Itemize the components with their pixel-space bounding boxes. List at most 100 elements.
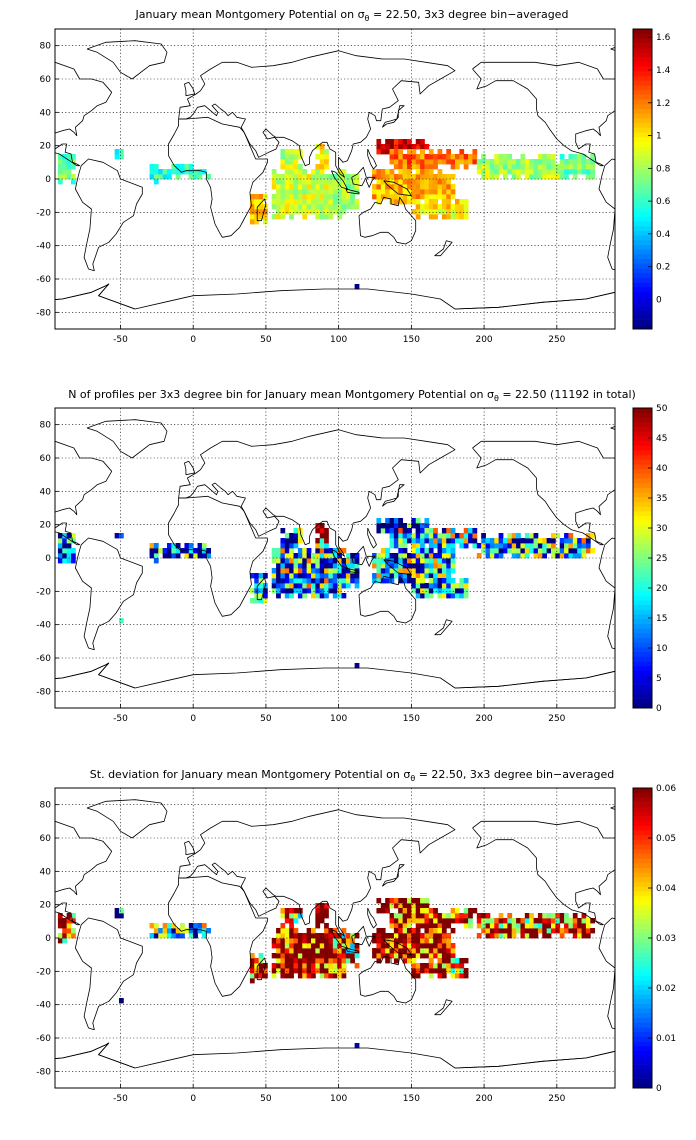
data-cell: [577, 159, 582, 165]
data-cell: [271, 568, 277, 574]
data-cell: [424, 583, 430, 589]
data-cell: [516, 918, 521, 924]
colorbar-swatch: [633, 633, 652, 638]
data-cell: [345, 953, 351, 959]
data-cell: [354, 558, 360, 564]
data-cell: [380, 953, 386, 959]
data-cell: [494, 543, 500, 549]
data-cell: [306, 938, 312, 944]
data-cell: [62, 928, 68, 934]
colorbar-swatch: [633, 1055, 652, 1061]
data-cell: [424, 593, 430, 599]
plot-frame: [54, 28, 616, 330]
data-cell: [463, 214, 469, 220]
data-cell: [433, 214, 438, 220]
data-cell: [446, 209, 452, 215]
data-cell: [372, 573, 377, 579]
data-cell: [341, 578, 347, 584]
data-cell: [337, 194, 342, 200]
data-cell: [71, 553, 76, 559]
data-cell: [585, 928, 591, 934]
data-cell: [184, 553, 190, 559]
data-cell: [489, 918, 495, 924]
data-cell: [297, 563, 303, 569]
x-tick-label: 50: [260, 714, 272, 724]
data-cell: [516, 553, 521, 559]
data-cell: [407, 913, 412, 919]
data-cell: [193, 174, 198, 180]
data-cell: [481, 169, 486, 175]
colorbar-tick-label: 1.2: [656, 99, 670, 109]
data-cell: [389, 563, 395, 569]
data-cell: [389, 184, 395, 190]
data-cell: [271, 963, 277, 969]
data-cell: [568, 918, 574, 924]
data-cell: [503, 923, 508, 929]
coastline: [86, 799, 168, 839]
colorbar-swatch: [633, 928, 652, 934]
data-cell: [289, 948, 294, 954]
data-cell: [280, 558, 286, 564]
data-cell: [284, 159, 290, 165]
data-cell: [441, 953, 447, 959]
data-cell: [529, 548, 534, 554]
colorbar-tick-label: 15: [656, 614, 667, 624]
data-cell: [380, 184, 386, 190]
data-cell: [376, 958, 382, 964]
data-cell: [420, 578, 425, 584]
data-cell: [149, 548, 155, 554]
data-cell: [441, 583, 447, 589]
data-cell: [433, 583, 438, 589]
coastline: [381, 864, 405, 887]
data-cell: [376, 563, 382, 569]
data-cell: [441, 593, 447, 599]
data-cell: [577, 918, 582, 924]
data-cell: [463, 593, 469, 599]
data-cell: [158, 933, 164, 939]
data-cell: [537, 164, 543, 170]
data-cell: [324, 958, 329, 964]
x-tick-label: -50: [113, 1094, 128, 1104]
data-cell: [249, 978, 255, 984]
data-cell: [455, 204, 460, 210]
coastline: [367, 907, 377, 929]
data-cell: [293, 958, 299, 964]
data-cell: [520, 553, 526, 559]
data-cell: [529, 543, 534, 549]
data-cell: [424, 199, 430, 205]
data-cell: [590, 928, 596, 934]
data-cell: [167, 923, 172, 929]
data-cell: [350, 573, 356, 579]
data-cell: [428, 943, 434, 949]
y-tick-label: 80: [40, 421, 52, 431]
data-cell: [276, 548, 281, 554]
data-cell: [503, 933, 508, 939]
data-cell: [415, 553, 421, 559]
data-cell: [407, 179, 412, 185]
colorbar-swatch: [633, 454, 652, 460]
data-cell: [57, 923, 63, 929]
data-cell: [297, 194, 303, 200]
data-cell: [455, 973, 460, 979]
data-cell: [254, 194, 260, 200]
data-cell: [280, 933, 286, 939]
data-cell: [415, 194, 421, 200]
colorbar: [632, 787, 653, 1089]
data-cell: [424, 933, 430, 939]
data-cell: [481, 918, 486, 924]
data-cell: [57, 538, 63, 544]
data-cell: [564, 553, 569, 559]
data-cell: [206, 928, 212, 934]
data-cell: [167, 928, 172, 934]
data-cell: [263, 973, 268, 979]
data-cell: [319, 973, 325, 979]
data-cell: [345, 943, 351, 949]
data-cell: [62, 169, 68, 175]
data-cell: [341, 568, 347, 574]
data-cell: [319, 189, 325, 195]
data-cell: [411, 943, 417, 949]
data-cell: [258, 598, 264, 604]
coastline: [86, 419, 168, 459]
colorbar-swatch: [633, 412, 652, 418]
data-cell: [337, 189, 342, 195]
